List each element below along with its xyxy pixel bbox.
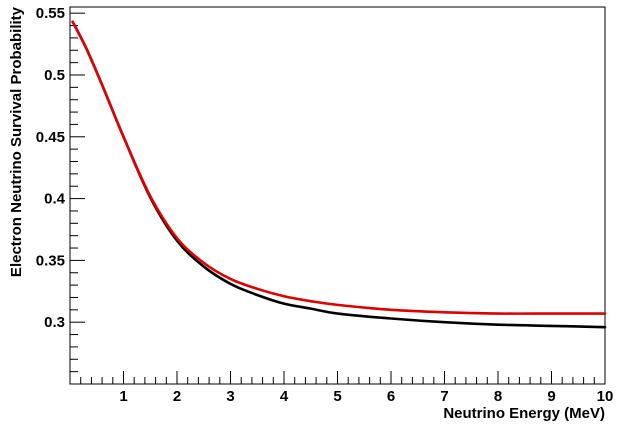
series-line-red [71, 20, 607, 315]
y-tick-label: 0.55 [36, 5, 65, 22]
x-axis-tick-labels: 1 2 3 4 5 6 7 8 9 10 [119, 388, 613, 405]
x-tick-label: 7 [440, 388, 448, 405]
x-tick-label: 10 [597, 388, 614, 405]
y-tick-label: 0.45 [36, 129, 65, 146]
x-tick-label: 4 [280, 388, 289, 405]
x-tick-label: 8 [494, 388, 502, 405]
series-layer [71, 20, 607, 329]
x-tick-label: 5 [333, 388, 341, 405]
y-axis-title: Electron Neutrino Survival Probability [8, 6, 25, 277]
y-tick-label: 0.4 [44, 191, 66, 208]
x-tick-label: 2 [173, 388, 181, 405]
x-tick-label: 1 [119, 388, 127, 405]
x-tick-label: 3 [226, 388, 234, 405]
y-axis-ticks [70, 12, 85, 373]
y-tick-label: 0.35 [36, 252, 65, 269]
y-axis-tick-labels: 0.3 0.35 0.4 0.45 0.5 0.55 [36, 5, 66, 331]
series-line-black [71, 20, 607, 329]
x-axis-title: Neutrino Energy (MeV) [443, 405, 605, 422]
x-tick-label: 9 [547, 388, 555, 405]
x-axis-ticks [80, 371, 606, 384]
y-tick-label: 0.3 [44, 314, 65, 331]
y-tick-label: 0.5 [44, 67, 65, 84]
x-tick-label: 6 [387, 388, 395, 405]
